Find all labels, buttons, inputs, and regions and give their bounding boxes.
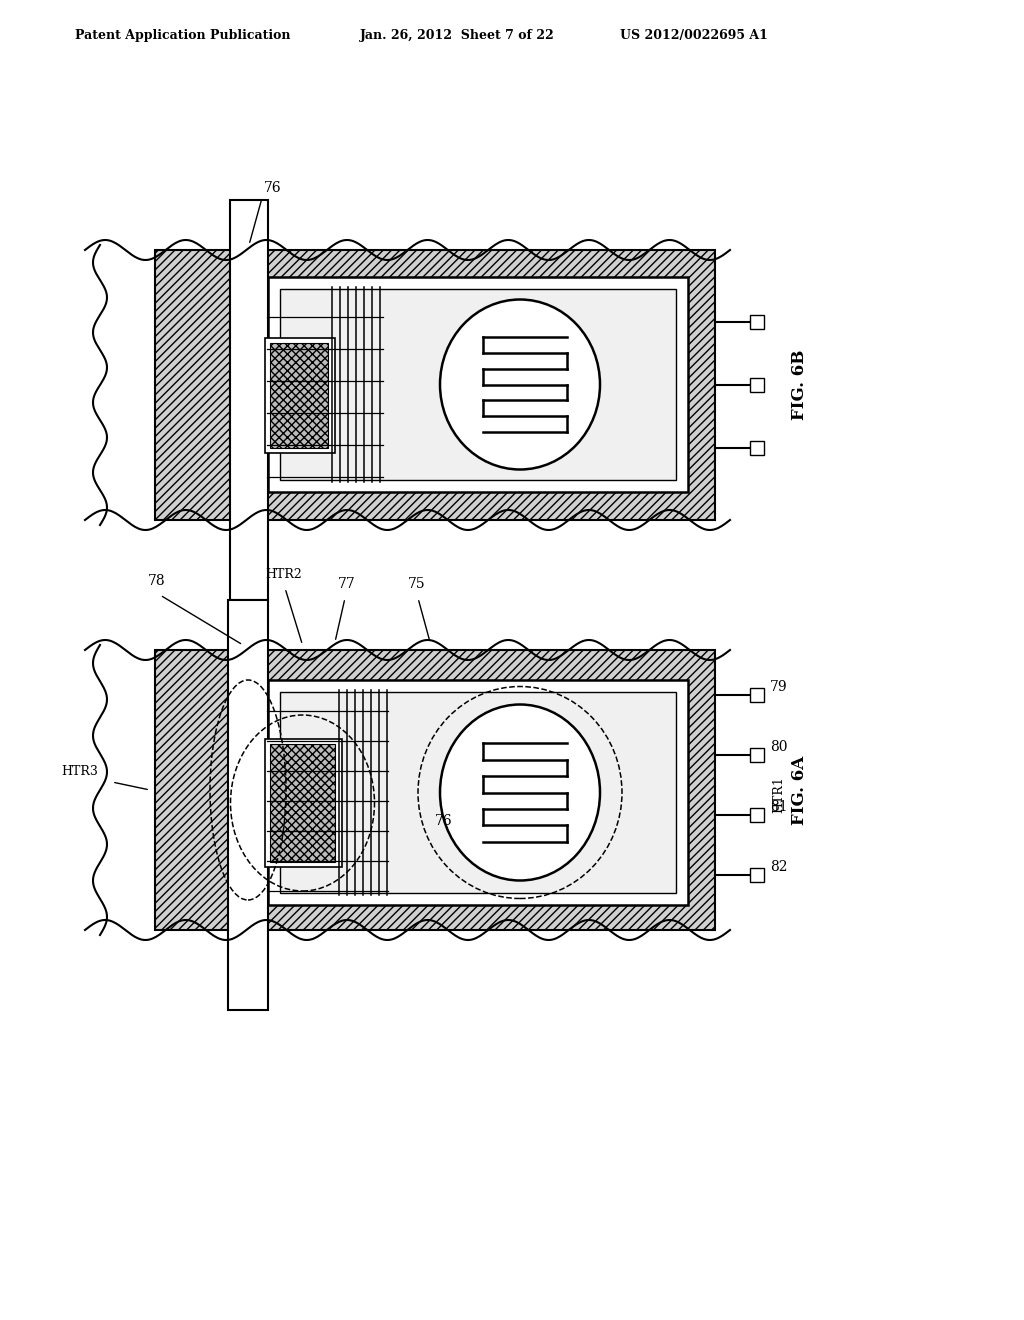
Text: HTR2: HTR2: [265, 568, 302, 581]
Text: 75: 75: [408, 577, 426, 591]
Text: 78: 78: [148, 574, 166, 587]
Text: HTR3: HTR3: [61, 766, 98, 777]
Text: Jan. 26, 2012  Sheet 7 of 22: Jan. 26, 2012 Sheet 7 of 22: [360, 29, 555, 41]
Text: 76: 76: [435, 814, 453, 828]
Bar: [268, 277, 688, 492]
Bar: [228, 601, 268, 1010]
Bar: [280, 692, 676, 894]
Bar: [750, 688, 764, 702]
Text: 82: 82: [770, 861, 787, 874]
Bar: [155, 649, 715, 931]
Bar: [750, 378, 764, 392]
Bar: [155, 249, 715, 520]
Bar: [750, 748, 764, 762]
Bar: [230, 201, 268, 601]
Bar: [750, 808, 764, 822]
Bar: [268, 680, 688, 906]
Bar: [270, 343, 328, 447]
Bar: [265, 338, 335, 453]
Bar: [750, 869, 764, 882]
Text: 76: 76: [264, 181, 282, 195]
Text: 77: 77: [338, 577, 355, 591]
Text: 79: 79: [770, 680, 787, 694]
Text: 80: 80: [770, 741, 787, 754]
Bar: [270, 744, 335, 862]
Text: US 2012/0022695 A1: US 2012/0022695 A1: [620, 29, 768, 41]
Bar: [280, 289, 676, 480]
Bar: [750, 315, 764, 329]
Text: Patent Application Publication: Patent Application Publication: [75, 29, 291, 41]
Text: FIG. 6B: FIG. 6B: [792, 350, 809, 420]
Text: HTR1: HTR1: [772, 776, 785, 813]
Text: 81: 81: [770, 800, 787, 814]
Ellipse shape: [440, 705, 600, 880]
Text: FIG. 6A: FIG. 6A: [792, 755, 809, 825]
Bar: [750, 441, 764, 455]
Ellipse shape: [440, 300, 600, 470]
Bar: [265, 739, 342, 867]
